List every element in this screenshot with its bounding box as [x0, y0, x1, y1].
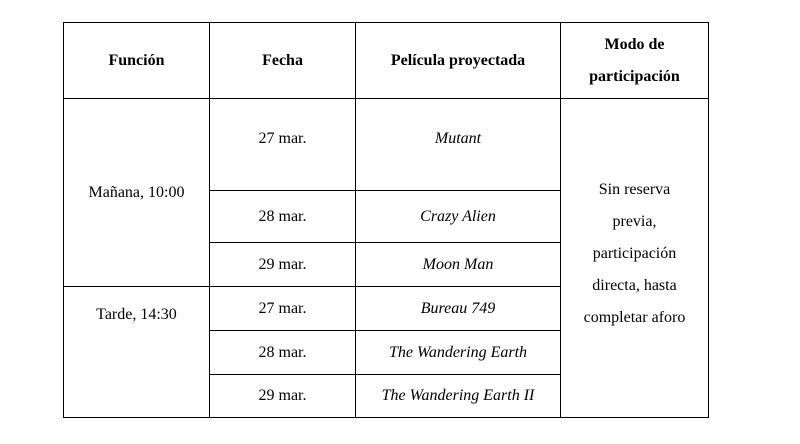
- header-text: Función: [108, 51, 165, 69]
- fecha-cell: 28 mar.: [209, 330, 356, 375]
- modo-cell: Sin reserva previa, participación direct…: [560, 98, 709, 418]
- fecha-cell: 27 mar.: [209, 98, 356, 191]
- fecha-text: 28 mar.: [258, 207, 307, 225]
- pelicula-text: The Wandering Earth II: [381, 387, 535, 404]
- pelicula-cell: Crazy Alien: [355, 190, 561, 243]
- fecha-text: 27 mar.: [258, 130, 307, 147]
- header-pelicula: Película proyectada: [355, 22, 561, 99]
- pelicula-text: Crazy Alien: [420, 207, 496, 225]
- pelicula-text: The Wandering Earth: [388, 343, 528, 361]
- pelicula-text: Moon Man: [422, 255, 494, 273]
- pelicula-cell: The Wandering Earth: [355, 330, 561, 375]
- funcion-text: Mañana, 10:00: [88, 183, 185, 201]
- pelicula-cell: Mutant: [355, 98, 561, 191]
- fecha-cell: 27 mar.: [209, 286, 356, 331]
- funcion-text: Tarde, 14:30: [96, 306, 177, 323]
- fecha-cell: 28 mar.: [209, 190, 356, 243]
- pelicula-cell: The Wandering Earth II: [355, 374, 561, 418]
- fecha-text: 28 mar.: [258, 343, 307, 361]
- pelicula-cell: Bureau 749: [355, 286, 561, 331]
- fecha-text: 29 mar.: [258, 387, 307, 404]
- header-fecha: Fecha: [209, 22, 356, 99]
- header-text: Fecha: [262, 51, 303, 69]
- fecha-text: 29 mar.: [258, 255, 307, 273]
- modo-text: Sin reserva previa, participación direct…: [583, 181, 686, 326]
- header-text: Modo de participación: [589, 35, 680, 85]
- header-text: Película proyectada: [390, 51, 526, 69]
- header-funcion: Función: [63, 22, 210, 99]
- pelicula-cell: Moon Man: [355, 242, 561, 287]
- header-modo: Modo de participación: [560, 22, 709, 99]
- fecha-text: 27 mar.: [258, 299, 307, 317]
- pelicula-text: Bureau 749: [420, 299, 496, 317]
- funcion-tarde: Tarde, 14:30: [63, 286, 210, 418]
- fecha-cell: 29 mar.: [209, 374, 356, 418]
- fecha-cell: 29 mar.: [209, 242, 356, 287]
- funcion-manana: Mañana, 10:00: [63, 98, 210, 287]
- pelicula-text: Mutant: [434, 130, 482, 147]
